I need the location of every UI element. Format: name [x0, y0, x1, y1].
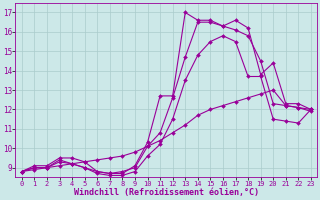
X-axis label: Windchill (Refroidissement éolien,°C): Windchill (Refroidissement éolien,°C): [74, 188, 259, 197]
